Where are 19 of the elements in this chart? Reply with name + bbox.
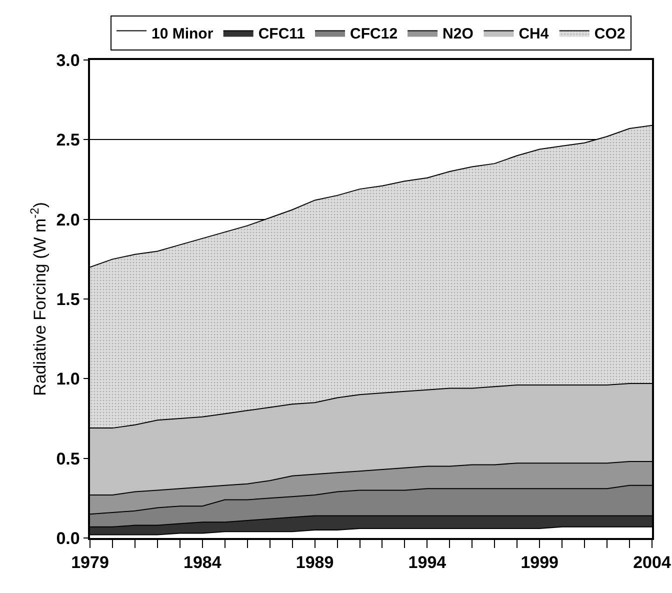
legend-label: 10 Minor xyxy=(152,26,214,43)
x-tick-label: 2004 xyxy=(633,553,672,572)
x-tick-label: 1989 xyxy=(296,553,334,572)
y-tick-label: 2.5 xyxy=(56,130,80,150)
legend-label: CFC12 xyxy=(350,26,398,43)
y-tick-label: 1.5 xyxy=(56,290,80,309)
x-tick-label: 1979 xyxy=(71,553,109,572)
legend-label: CFC11 xyxy=(258,26,306,43)
y-tick-label: 2.0 xyxy=(56,210,80,230)
x-tick-label: 1994 xyxy=(408,553,447,572)
y-tick-label: 1.0 xyxy=(56,370,80,389)
legend-label: CH4 xyxy=(518,26,550,43)
y-tick-label: 0.0 xyxy=(56,528,80,548)
x-tick-label: 1999 xyxy=(520,553,559,572)
y-tick-label: 0.5 xyxy=(56,449,80,468)
legend-label: CO2 xyxy=(594,26,626,43)
y-tick-label: 3.0 xyxy=(56,50,80,70)
legend-label: N2O xyxy=(442,26,474,43)
x-tick-label: 1984 xyxy=(183,553,222,572)
